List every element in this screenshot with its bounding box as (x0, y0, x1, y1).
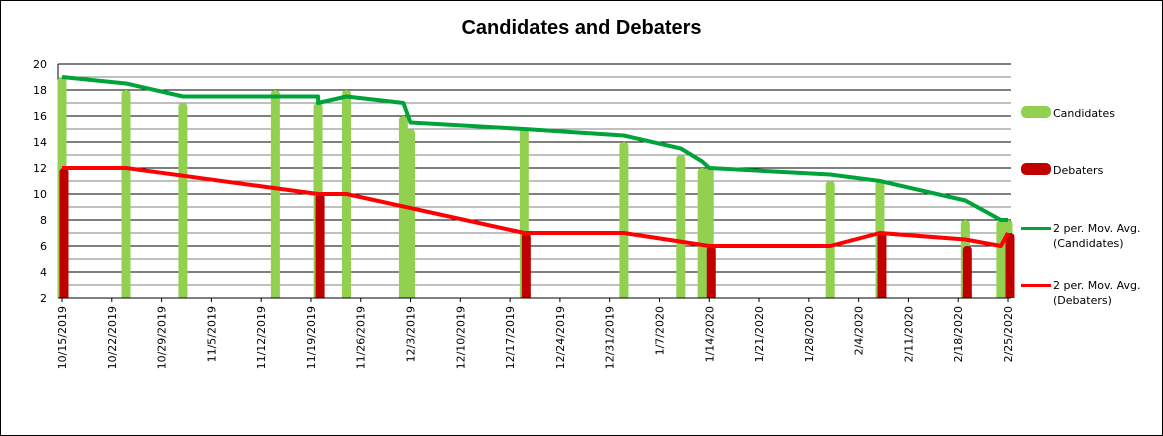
x-tick-label: 1/28/2020 (803, 306, 816, 362)
x-tick-label: 2/4/2020 (853, 306, 866, 355)
x-tick-label: 11/12/2019 (255, 306, 268, 369)
x-tick-label: 11/19/2019 (305, 306, 318, 369)
y-tick-label: 16 (33, 110, 47, 123)
bar-candidates[interactable] (178, 103, 188, 298)
y-tick-label: 20 (33, 58, 47, 71)
x-tick-label: 12/10/2019 (454, 306, 467, 369)
x-tick-label: 2/25/2020 (1002, 306, 1015, 362)
legend-swatch-mavg-candidates (1021, 227, 1051, 230)
y-tick-label: 18 (33, 84, 47, 97)
x-tick-label: 11/26/2019 (355, 306, 368, 369)
bar-candidates[interactable] (676, 155, 686, 298)
legend-label: 2 per. Mov. Avg. (Debaters) (1053, 279, 1141, 307)
bar-candidates[interactable] (619, 142, 629, 298)
x-tick-label: 10/29/2019 (156, 306, 169, 369)
chart-title: Candidates and Debaters (461, 17, 702, 39)
x-tick-label: 12/3/2019 (405, 306, 418, 362)
y-tick-label: 8 (40, 214, 47, 227)
x-tick-label: 1/14/2020 (703, 306, 716, 362)
bar-debaters[interactable] (962, 246, 972, 298)
x-tick-label: 12/24/2019 (554, 306, 567, 369)
y-tick-label: 14 (33, 136, 47, 149)
y-tick-label: 2 (40, 292, 47, 305)
legend-item-candidates[interactable]: Candidates (1021, 106, 1115, 121)
bar-debaters[interactable] (521, 233, 531, 298)
legend-swatch-mavg-debaters (1021, 284, 1051, 287)
x-tick-label: 10/15/2019 (56, 306, 69, 369)
x-tick-label: 2/18/2020 (952, 306, 965, 362)
bar-debaters[interactable] (315, 194, 325, 298)
x-tick-label: 12/31/2019 (604, 306, 617, 369)
line-mavg-debaters[interactable] (62, 166, 1010, 248)
bar-candidates[interactable] (121, 90, 131, 298)
x-tick-label: 1/21/2020 (753, 306, 766, 362)
bar-candidates[interactable] (406, 129, 416, 298)
y-tick-label: 10 (33, 188, 47, 201)
x-tick-label: 1/7/2020 (653, 306, 666, 355)
bar-debaters[interactable] (59, 168, 69, 298)
legend-label: 2 per. Mov. Avg. (Candidates) (1053, 222, 1141, 250)
x-tick-label: 10/22/2019 (106, 306, 119, 369)
legend-label: Debaters (1053, 164, 1104, 177)
y-tick-label: 4 (40, 266, 47, 279)
x-tick-label: 11/5/2019 (205, 306, 218, 362)
bar-candidates[interactable] (697, 168, 707, 298)
y-tick-label: 6 (40, 240, 47, 253)
bar-debaters[interactable] (877, 233, 887, 298)
bar-candidates[interactable] (270, 90, 280, 298)
y-tick-label: 12 (33, 162, 47, 175)
line-mavg-candidates[interactable] (61, 75, 1008, 222)
x-tick-label: 12/17/2019 (504, 306, 517, 369)
x-tick-label: 2/11/2020 (902, 306, 915, 362)
bar-candidates[interactable] (825, 181, 835, 298)
legend-label: Candidates (1053, 107, 1115, 120)
legend-item-mavg-candidates[interactable]: 2 per. Mov. Avg. (Candidates) (1021, 221, 1141, 251)
legend-item-mavg-debaters[interactable]: 2 per. Mov. Avg. (Debaters) (1021, 278, 1141, 308)
bar-debaters[interactable] (1005, 233, 1015, 298)
legend-swatch-candidates (1021, 106, 1051, 118)
bar-debaters[interactable] (706, 246, 716, 298)
legend-item-debaters[interactable]: Debaters (1021, 163, 1103, 178)
legend-swatch-debaters (1021, 163, 1051, 175)
